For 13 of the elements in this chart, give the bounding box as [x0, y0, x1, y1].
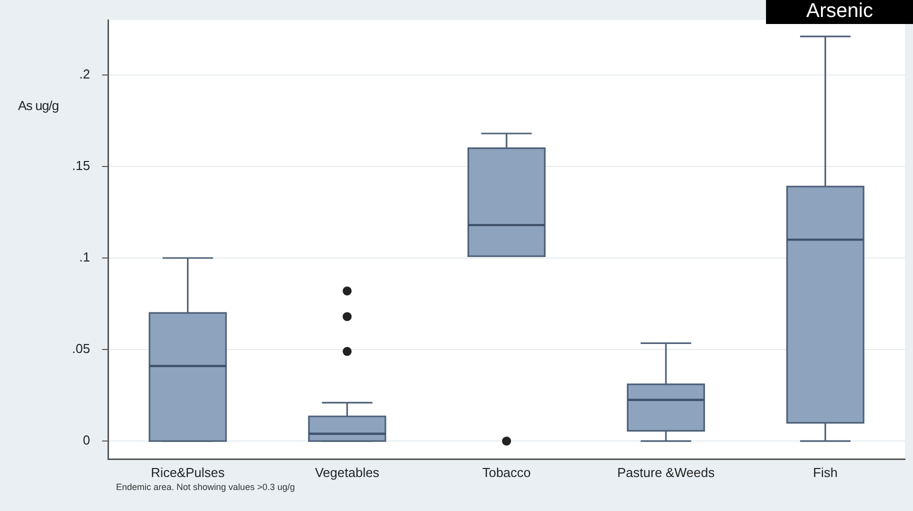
- text: Endemic area. Not showing values >0.3 ug/g: [116, 482, 295, 492]
- y-tick-label: .15: [72, 158, 90, 174]
- y-tick-label: .2: [79, 66, 90, 82]
- y-tick-label: 0: [82, 432, 90, 448]
- x-tick-label: Rice&Pulses: [150, 464, 226, 480]
- y-tick-label: .05: [72, 341, 90, 356]
- x-tick-label: Pasture &Weeds: [617, 464, 716, 480]
- x-tick-label: Vegetables: [314, 464, 380, 480]
- y-axis-title: As ug/g: [18, 98, 59, 113]
- x-tick-label: Tobacco: [482, 464, 531, 480]
- x-tick-label: Fish: [813, 464, 838, 480]
- chart-title: Arsenic: [806, 0, 873, 22]
- y-tick-label: .1: [79, 250, 90, 265]
